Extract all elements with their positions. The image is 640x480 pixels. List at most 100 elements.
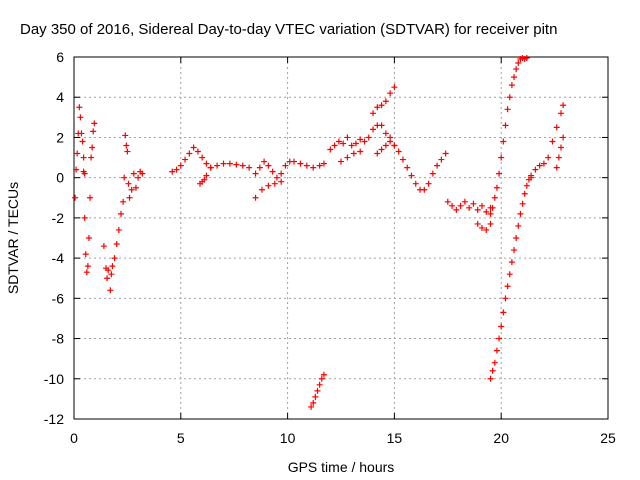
data-point (108, 271, 115, 278)
data-point (320, 160, 327, 167)
data-point (135, 174, 142, 181)
y-tick-label: -6 (52, 290, 65, 306)
data-point (474, 206, 481, 213)
data-point (312, 393, 319, 400)
data-point (124, 148, 131, 155)
data-point (506, 271, 513, 278)
series-seg12 (338, 148, 364, 165)
data-point (107, 287, 114, 294)
data-point (478, 224, 485, 231)
data-point (378, 122, 385, 129)
data-point (491, 194, 498, 201)
data-point (470, 200, 477, 207)
data-point (496, 170, 503, 177)
data-point (489, 367, 496, 374)
data-point (220, 160, 227, 167)
data-point (506, 94, 513, 101)
data-points (72, 55, 567, 410)
data-point (504, 106, 511, 113)
data-point (310, 399, 317, 406)
x-tick-label: 0 (70, 430, 78, 446)
data-point (303, 162, 310, 169)
data-point (297, 160, 304, 167)
data-point (77, 114, 84, 121)
series-seg19 (528, 102, 567, 179)
series-seg3 (89, 120, 98, 151)
data-point (90, 128, 97, 135)
series-seg8 (207, 158, 327, 181)
data-point (256, 164, 263, 171)
data-point (122, 132, 129, 139)
data-point (265, 182, 272, 189)
data-point (132, 184, 139, 191)
data-point (357, 148, 364, 155)
data-point (291, 158, 298, 165)
data-point (123, 142, 130, 149)
data-point (511, 74, 518, 81)
data-point (226, 160, 233, 167)
y-tick-label: 4 (56, 89, 64, 105)
chart-title: Day 350 of 2016, Sidereal Day-to-day VTE… (20, 21, 557, 38)
data-point (558, 144, 565, 151)
data-point (508, 259, 515, 266)
y-tick-label: 2 (56, 129, 64, 145)
data-point (310, 164, 317, 171)
data-point (331, 142, 338, 149)
data-point (203, 172, 210, 179)
data-point (523, 182, 530, 189)
data-point (519, 200, 526, 207)
data-point (278, 178, 285, 185)
data-point (532, 166, 539, 173)
data-point (498, 323, 505, 330)
data-point (502, 122, 509, 129)
data-point (89, 144, 96, 151)
series-seg17 (487, 55, 530, 217)
data-point (352, 140, 359, 147)
data-point (521, 190, 528, 197)
data-point (457, 202, 464, 209)
series-seg10 (308, 371, 327, 410)
data-point (117, 210, 124, 217)
data-point (139, 170, 146, 177)
data-point (113, 241, 120, 248)
data-point (478, 202, 485, 209)
data-point (104, 275, 111, 282)
data-point (449, 202, 456, 209)
data-point (508, 82, 515, 89)
data-point (387, 138, 394, 145)
data-point (487, 375, 494, 382)
data-point (361, 138, 368, 145)
data-point (412, 180, 419, 187)
x-tick-label: 15 (387, 430, 403, 446)
series-seg2 (80, 154, 95, 276)
data-point (382, 130, 389, 137)
data-point (125, 180, 132, 187)
data-point (344, 154, 351, 161)
data-point (76, 104, 83, 111)
data-point (348, 142, 355, 149)
data-point (273, 174, 280, 181)
data-point (502, 295, 509, 302)
data-point (483, 226, 490, 233)
data-point (357, 136, 364, 143)
data-point (282, 162, 289, 169)
data-point (80, 168, 87, 175)
data-point (442, 150, 449, 157)
x-tick-label: 5 (177, 430, 185, 446)
data-point (316, 162, 323, 169)
x-tick-label: 20 (493, 430, 509, 446)
data-point (374, 104, 381, 111)
data-point (169, 168, 176, 175)
data-point (387, 90, 394, 97)
data-point (545, 154, 552, 161)
data-point (523, 55, 530, 62)
data-point (100, 243, 107, 250)
data-point (555, 154, 562, 161)
data-point (493, 347, 500, 354)
series-seg6 (169, 144, 214, 175)
series-seg7 (197, 172, 210, 187)
data-point (444, 198, 451, 205)
data-point (327, 146, 334, 153)
series-seg15 (444, 198, 494, 215)
series-seg16 (474, 220, 494, 233)
